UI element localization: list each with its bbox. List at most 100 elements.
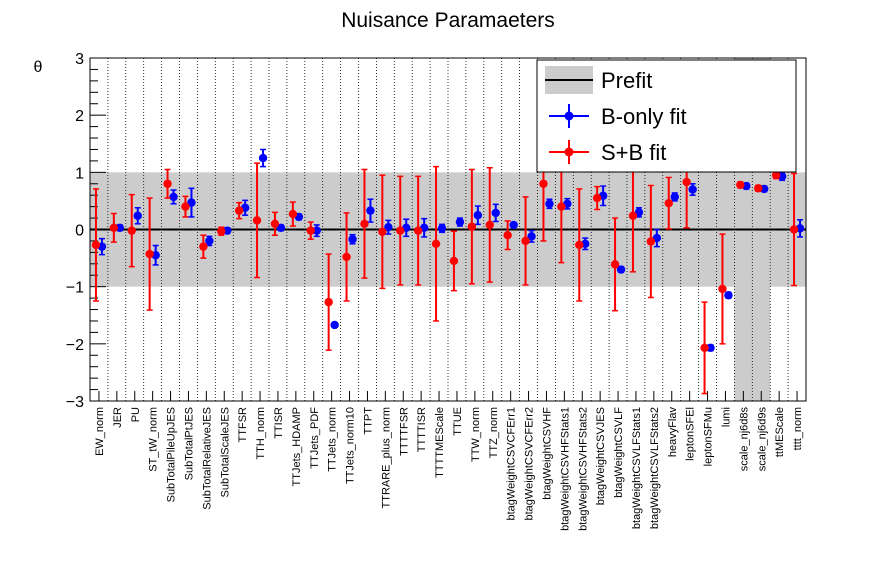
data-point [771,170,781,180]
y-tick-label: −3 [66,394,84,411]
x-tick-label: TTFSR [237,407,249,442]
data-point [109,223,119,232]
data-point [384,223,393,232]
x-tick-label: scale_nj6d9s [756,407,768,472]
legend-marker-dot [564,147,574,157]
data-point [509,220,518,230]
series-s-plus-b [91,125,799,395]
x-tick-label: heavyFlav [667,407,679,458]
x-tick-label: ST_tW_norm [148,407,160,472]
data-point [706,343,715,353]
data-point [366,206,375,215]
data-point [664,199,673,208]
x-tick-label: leptonSFMu [703,407,715,466]
data-point [736,180,745,190]
legend-marker-dot [564,111,574,121]
data-point [700,343,709,353]
x-tick-label: TTJets_PDF [309,407,321,469]
y-tick-label: 0 [75,223,84,240]
data-point [396,226,405,235]
data-point [413,226,423,235]
data-point [449,256,459,266]
x-tick-label: SubTotalPileUpJES [166,407,178,502]
x-tick-label: TTZ_norm [488,407,500,458]
data-point [557,202,566,211]
data-point [258,153,268,163]
data-point [199,242,208,251]
data-point [360,219,369,228]
x-tick-label: TTH_norm [255,407,267,460]
x-tick-label: ttMEScale [774,407,786,457]
data-point [539,179,548,188]
data-point [330,320,339,330]
data-point [455,217,465,227]
x-tick-label: btagWeightCSVJES [595,407,607,505]
data-point [682,177,691,187]
data-point [789,225,799,234]
x-tick-label: scale_nj6d8s [738,407,750,472]
data-point [306,226,315,235]
data-point [592,193,602,203]
data-point [342,252,351,262]
data-point [503,231,512,240]
data-point [527,232,536,241]
y-tick-label: −2 [66,337,84,354]
x-tick-label: SubTotalPtJES [183,407,195,480]
x-tick-label: SubTotalRelativeJES [201,407,213,510]
x-tick-label: lumi [720,407,732,427]
x-tick-label: btagWeightCSVLFStats1 [631,407,643,529]
data-point [467,222,477,231]
x-tick-label: TTW_norm [470,407,482,462]
y-tick-label: 1 [75,165,84,182]
data-point [616,265,626,274]
data-point [276,223,286,232]
data-point [133,211,142,220]
data-point [145,249,154,259]
x-tick-label: TTJets_HDAMP [291,407,303,486]
data-point [115,223,125,232]
x-tick-label: tttt_norm [792,407,804,450]
x-tick-label: EW_norm [94,407,106,456]
data-point [437,224,447,233]
data-point [485,220,494,230]
x-tick-label: TTTTMEScale [434,407,446,478]
x-tick-label: btagWeightCSVHFStats2 [577,407,589,531]
y-axis-label: θ [34,59,43,76]
data-point [91,240,101,250]
data-point [217,227,226,236]
data-point [521,236,530,246]
legend-label: Prefit [601,68,652,93]
y-tick-label: −1 [66,280,84,297]
x-tick-label: TTUE [452,407,464,436]
data-point [628,211,638,220]
legend-label: S+B fit [601,140,666,165]
x-tick-label: PU [130,407,142,422]
data-point [312,226,321,235]
data-point [431,239,441,248]
x-tick-label: btagWeightCSVHF [541,407,553,500]
data-point [348,235,357,244]
x-tick-label: TTTTISR [416,407,428,452]
x-tick-label: btagWeightCSVHFStats1 [559,407,571,531]
x-tick-label: btagWeightCSVLF [613,407,625,498]
x-tick-label: TTRARE_plus_norm [380,407,392,508]
data-point [575,240,584,250]
data-point [724,291,733,300]
data-point [491,208,500,218]
data-point [169,192,178,202]
data-point [187,198,196,207]
data-point [646,237,656,246]
data-point [324,297,333,307]
y-tick-label: 3 [75,51,84,68]
data-point [234,206,244,215]
y-tick-label: 2 [75,108,84,125]
data-point [205,236,214,246]
data-point [688,185,697,194]
legend-label: B-only fit [601,104,687,129]
data-point [610,260,620,269]
data-point [670,192,679,202]
data-point [270,219,280,228]
data-point [127,226,136,235]
x-tick-label: btagWeightCSVCFErr1 [506,407,518,521]
